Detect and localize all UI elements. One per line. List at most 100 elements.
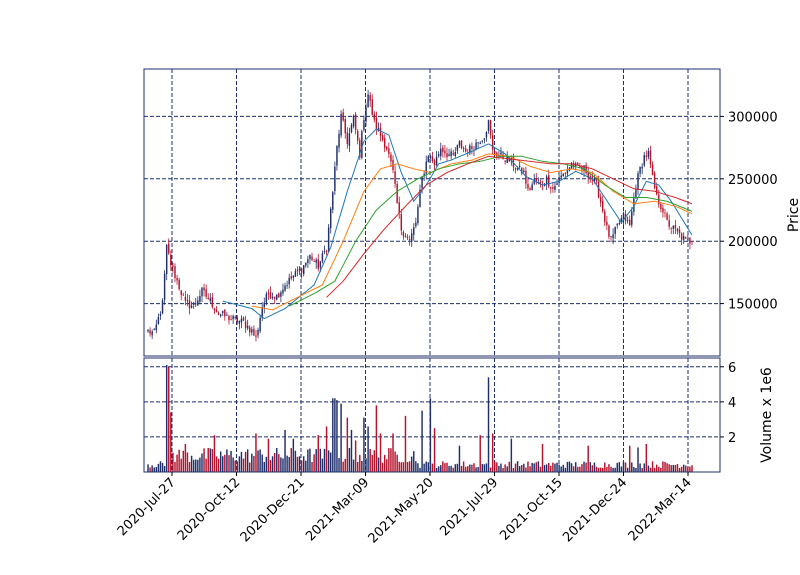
volume-bar	[388, 448, 390, 472]
volume-bar	[691, 465, 693, 472]
candle-body	[296, 269, 299, 272]
candle-body	[554, 185, 556, 190]
volume-bar	[448, 465, 450, 472]
volume-bar	[392, 433, 394, 472]
volume-bar	[473, 463, 475, 472]
volume-bar	[369, 448, 371, 472]
candle-body	[373, 114, 376, 120]
candle-body	[165, 244, 168, 274]
candle-body	[637, 173, 639, 190]
volume-bar	[662, 461, 664, 472]
candle-body	[427, 156, 430, 163]
volume-bar	[163, 466, 166, 472]
candle-body	[408, 238, 411, 240]
volume-bar	[437, 466, 440, 472]
x-tick-label: 2020-Dec-21	[238, 475, 308, 545]
candle-body	[195, 303, 197, 305]
candle-body	[311, 256, 313, 261]
volume-bar	[633, 467, 635, 472]
volume-bar	[587, 445, 589, 472]
candle-body	[446, 153, 448, 158]
candle-body	[147, 329, 149, 332]
volume-bar	[446, 462, 448, 472]
volume-bar	[462, 461, 465, 472]
candle-body	[462, 148, 465, 150]
candle-body	[334, 166, 336, 192]
volume-bar	[464, 466, 467, 472]
candle-body	[350, 124, 353, 133]
candle-body	[691, 243, 693, 245]
candle-body	[381, 135, 384, 140]
x-tick-label: 2022-Mar-14	[626, 475, 695, 544]
volume-bar	[348, 448, 351, 472]
candle-body	[300, 268, 303, 273]
volume-bar	[585, 462, 587, 472]
volume-bar	[612, 467, 614, 472]
candle-body	[213, 308, 216, 311]
candle-body	[379, 127, 382, 136]
volume-bar	[159, 461, 162, 472]
volume-y-tick-label: 6	[728, 361, 736, 376]
candle-body	[626, 220, 629, 222]
candle-body	[521, 167, 523, 174]
volume-bar	[489, 467, 492, 472]
volume-bar	[157, 463, 160, 472]
volume-bar	[292, 438, 295, 472]
volume-bar	[244, 451, 247, 472]
volume-bar	[209, 448, 212, 472]
volume-bar	[230, 450, 232, 472]
candle-body	[599, 197, 602, 203]
candle-body	[587, 171, 589, 178]
volume-bar	[155, 467, 158, 472]
volume-bar	[477, 467, 479, 472]
volume-bar	[467, 466, 469, 472]
volume-bar	[296, 456, 299, 472]
candle-body	[608, 225, 610, 237]
volume-bar	[626, 467, 629, 472]
candle-body	[251, 329, 253, 333]
candle-body	[188, 300, 191, 309]
volume-bar	[321, 458, 324, 472]
candle-body	[577, 163, 579, 166]
candle-body	[419, 189, 421, 207]
candle-body	[317, 259, 319, 269]
candle-body	[566, 170, 569, 174]
volume-bar	[363, 417, 365, 472]
candle-body	[552, 186, 554, 189]
volume-bar	[342, 461, 344, 472]
volume-bar	[172, 452, 174, 472]
candle-body	[593, 178, 596, 182]
volume-bar	[452, 467, 454, 472]
volume-axis-label: Volume x 1e6	[759, 367, 775, 463]
volume-bar	[224, 454, 226, 472]
candle-body	[651, 164, 654, 175]
candle-body	[579, 165, 581, 168]
volume-bar	[323, 448, 326, 472]
candle-body	[410, 233, 413, 242]
volume-bar	[340, 403, 342, 472]
volume-bar	[529, 466, 531, 472]
candle-body	[346, 132, 349, 145]
volume-bar	[394, 451, 396, 472]
candle-body	[548, 175, 550, 187]
candle-body	[506, 155, 508, 163]
volume-bar	[379, 433, 382, 472]
candle-body	[205, 289, 207, 297]
candle-body	[550, 187, 552, 189]
price-y-axis: 150000 200000 250000 300000	[720, 110, 778, 313]
volume-bar	[373, 450, 376, 472]
candle-body	[367, 94, 369, 108]
volume-bar	[620, 466, 623, 472]
volume-bar	[533, 463, 535, 472]
candle-body	[485, 132, 488, 138]
volume-bar	[228, 455, 230, 472]
candle-body	[535, 179, 538, 183]
volume-grid	[144, 358, 720, 472]
volume-bar	[298, 456, 301, 472]
candle-body	[504, 160, 506, 162]
candle-body	[562, 173, 564, 177]
candle-body	[294, 271, 297, 277]
volume-bar	[253, 455, 255, 472]
volume-bar	[325, 426, 328, 472]
volume-bar	[518, 466, 521, 472]
